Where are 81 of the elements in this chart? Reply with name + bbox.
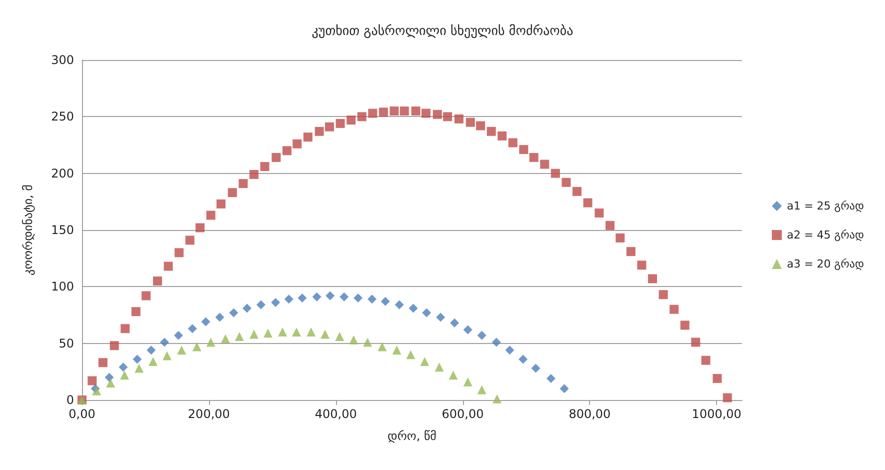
point [306,328,316,336]
x-tick-label: 400,00 [314,407,357,421]
point [256,300,266,310]
y-tick-label: 300 [51,53,74,67]
point [546,374,556,383]
point [160,338,169,347]
point [477,330,486,340]
chart-title: კუთხით გასროლილი სხეულის მოძრაობა [312,24,574,39]
point [422,308,432,318]
point [298,294,307,302]
point [436,312,446,322]
point [312,292,322,302]
point [434,362,444,372]
point [320,330,330,339]
point [531,364,540,373]
point [492,394,502,404]
point [118,362,128,372]
point [420,356,430,366]
point [560,384,569,394]
x-tick-label: 200,00 [188,407,230,421]
point [363,338,372,347]
point [188,324,197,334]
point [349,335,358,344]
point [335,332,344,342]
point [292,328,301,336]
x-tick-label: 600,00 [442,407,484,421]
y-tick-label: 50 [58,336,74,350]
point [463,377,472,386]
point [242,304,252,313]
point [120,370,130,380]
point [229,308,238,318]
y-axis-title: კოორდინატი, მ [21,184,35,276]
point [104,372,114,382]
legend-label: a1 = 25 გრად [786,200,864,212]
point [278,328,288,336]
y-tick-label: 0 [66,393,74,407]
point [206,338,216,347]
point [192,342,202,352]
point [463,325,472,334]
point [354,294,363,302]
point [132,354,142,364]
point [406,350,416,360]
point [201,317,210,326]
point [408,304,418,313]
x-tick-label: 0,00 [68,407,96,421]
point [505,346,514,355]
point [368,294,377,304]
y-tick-label: 250 [51,110,74,124]
point [162,351,172,360]
point [148,356,158,366]
point [249,330,258,339]
point [271,298,280,308]
point [177,346,186,355]
point [215,312,224,322]
point [220,334,230,344]
x-tick-label: 1000,00 [692,407,742,421]
point [174,330,183,340]
point [380,296,390,306]
point [394,300,404,310]
point [134,364,144,373]
point [146,346,156,355]
point [392,346,402,355]
point [448,370,458,380]
point [284,294,294,304]
legend-label: a2 = 45 გრად [786,228,864,242]
point [450,318,460,328]
x-tick-label: 800,00 [568,407,611,421]
point [234,332,244,342]
point [378,342,387,352]
point [492,338,501,347]
point [518,354,528,364]
point [477,385,486,394]
y-tick-label: 150 [51,223,74,237]
y-tick-label: 200 [51,166,74,180]
y-tick-label: 100 [51,280,74,294]
x-axis-title: დრო, წმ [388,429,436,443]
legend-label: a3 = 20 გრად [786,258,864,270]
point [106,378,116,388]
point [326,291,335,300]
point [263,328,272,338]
point [340,292,349,302]
